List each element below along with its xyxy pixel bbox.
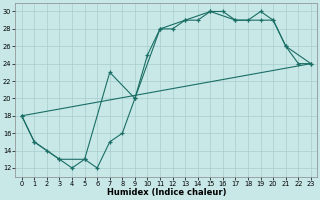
X-axis label: Humidex (Indice chaleur): Humidex (Indice chaleur) <box>107 188 226 197</box>
